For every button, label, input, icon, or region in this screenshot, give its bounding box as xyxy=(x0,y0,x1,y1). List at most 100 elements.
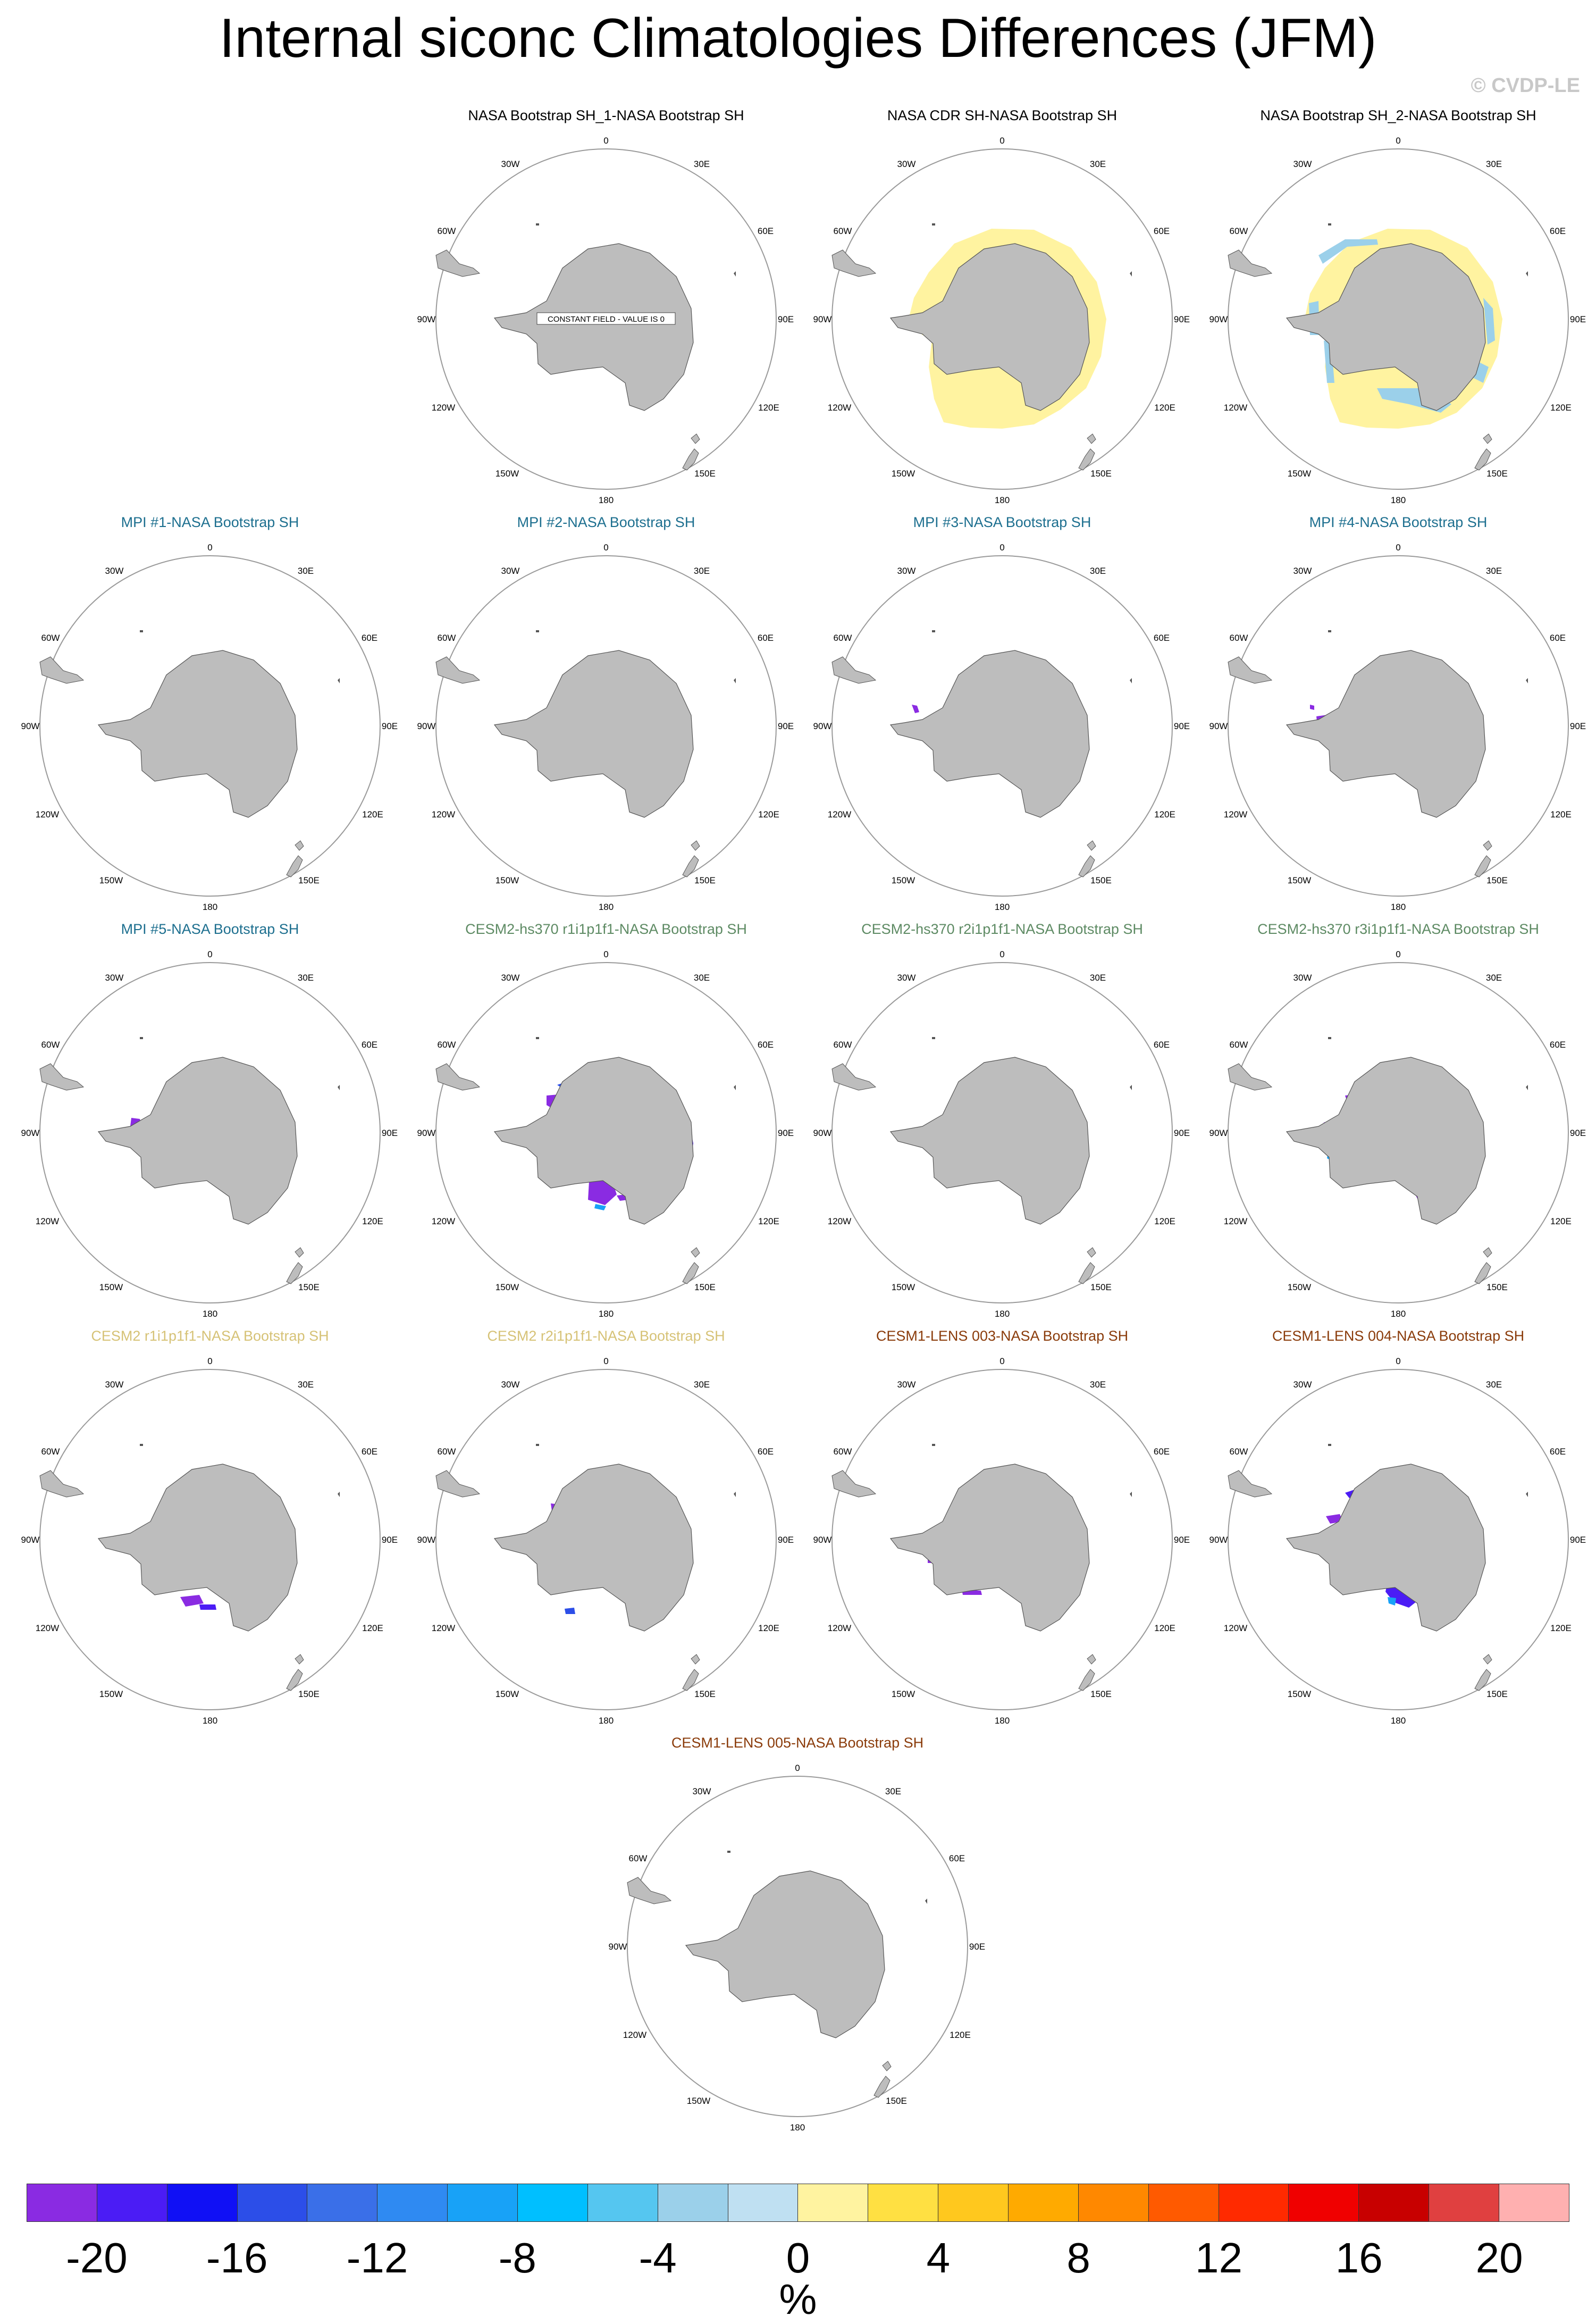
antarctica-land xyxy=(889,1057,1090,1225)
lon-label-90w: 90W xyxy=(21,721,40,731)
lon-label-0: 0 xyxy=(207,1356,212,1366)
lon-label-120e: 120E xyxy=(1550,403,1572,413)
lon-label-60e: 60E xyxy=(1154,633,1170,643)
colorbar-tick-label: -16 xyxy=(206,2234,268,2281)
panel-title: NASA Bootstrap SH_2-NASA Bootstrap SH xyxy=(1260,107,1536,123)
antarctica-continent xyxy=(1286,1057,1486,1225)
lon-label-90e: 90E xyxy=(778,1128,794,1138)
antarctica-continent xyxy=(493,243,694,411)
antarctica-continent xyxy=(685,1870,885,2038)
colorbar-tick-label: 12 xyxy=(1195,2234,1242,2281)
colorbar-swatch xyxy=(1078,2184,1149,2221)
lon-label-30e: 30E xyxy=(298,566,314,576)
map-panel: CESM2 r2i1p1f1-NASA Bootstrap SH 0 180 90W 9… xyxy=(409,1327,803,1731)
colorbar-swatch xyxy=(27,2184,97,2221)
lon-label-150e: 150E xyxy=(694,1282,716,1292)
island xyxy=(932,1037,935,1039)
new-zealand-land xyxy=(1474,855,1491,877)
island xyxy=(734,1492,736,1497)
south-america-land xyxy=(1228,249,1273,277)
lon-label-90w: 90W xyxy=(417,721,436,731)
lon-label-60w: 60W xyxy=(438,1040,456,1050)
colorbar-swatch xyxy=(587,2184,658,2221)
new-zealand-land xyxy=(1474,1262,1491,1284)
lon-label-60w: 60W xyxy=(834,1447,852,1457)
lon-label-60e: 60E xyxy=(1154,226,1170,236)
lon-label-150w: 150W xyxy=(99,1689,123,1699)
panel-title: MPI #3-NASA Bootstrap SH xyxy=(913,514,1091,530)
lon-label-60e: 60E xyxy=(1550,1040,1566,1050)
island xyxy=(734,1085,736,1090)
lon-label-150w: 150W xyxy=(892,875,915,885)
lon-label-90e: 90E xyxy=(1174,1535,1190,1545)
lon-label-90w: 90W xyxy=(21,1128,40,1138)
lon-label-30w: 30W xyxy=(897,566,916,576)
colorbar-tick-label: -20 xyxy=(66,2234,128,2281)
lon-label-60w: 60W xyxy=(629,1853,648,1863)
lon-label-90w: 90W xyxy=(417,1535,436,1545)
constant-field-note: CONSTANT FIELD - VALUE IS 0 xyxy=(548,315,665,324)
island xyxy=(1130,1492,1132,1497)
tasmania-land xyxy=(295,1654,304,1665)
lon-label-30e: 30E xyxy=(694,566,710,576)
map-panel: MPI #3-NASA Bootstrap SH 0 180 90W 90E 30W 30E… xyxy=(805,513,1199,917)
antarctica-land xyxy=(685,1870,885,2038)
island xyxy=(536,1037,539,1039)
antarctica-land xyxy=(889,1464,1090,1632)
lon-label-30w: 30W xyxy=(693,1786,711,1796)
lon-label-150w: 150W xyxy=(687,2096,710,2106)
colorbar-swatch xyxy=(518,2184,588,2221)
colorbar-swatch xyxy=(167,2184,238,2221)
colorbar-swatch xyxy=(97,2184,167,2221)
panel-title: CESM1-LENS 003-NASA Bootstrap SH xyxy=(876,1328,1129,1344)
lon-label-90w: 90W xyxy=(1209,1128,1228,1138)
lon-label-120w: 120W xyxy=(828,1623,851,1633)
lon-label-180: 180 xyxy=(599,495,614,505)
polar-map: 0 180 90W 90E 30W 30E 60W 60E 120W 120E 150W 150E xyxy=(21,542,398,912)
island xyxy=(1130,271,1132,277)
lon-label-150w: 150W xyxy=(99,875,123,885)
panel-title: CESM1-LENS 005-NASA Bootstrap SH xyxy=(671,1735,924,1751)
map-panel: MPI #2-NASA Bootstrap SH 0 180 90W 90E 30W 30E… xyxy=(409,513,803,917)
island xyxy=(1328,630,1331,632)
polar-map: 0 180 90W 90E 30W 30E 60W 60E 120W 120E 150W 150E xyxy=(1209,1356,1586,1726)
lon-label-60w: 60W xyxy=(41,1040,60,1050)
antarctica-continent xyxy=(97,650,298,818)
lon-label-0: 0 xyxy=(1396,542,1400,553)
south-america-land xyxy=(627,1877,672,1904)
lon-label-60w: 60W xyxy=(1230,1447,1248,1457)
lon-label-30w: 30W xyxy=(501,159,520,169)
tasmania-land xyxy=(691,1654,700,1665)
lon-label-90w: 90W xyxy=(1209,314,1228,324)
lon-label-180: 180 xyxy=(599,902,614,912)
lon-label-60e: 60E xyxy=(1154,1447,1170,1457)
lon-label-180: 180 xyxy=(995,902,1010,912)
anomaly-patch xyxy=(1483,298,1495,345)
tasmania-land xyxy=(1483,1654,1492,1665)
island xyxy=(536,630,539,632)
lon-label-30e: 30E xyxy=(694,1380,710,1390)
new-zealand-land xyxy=(1078,1669,1095,1691)
lon-label-30e: 30E xyxy=(1090,566,1106,576)
antarctica-land xyxy=(1286,1057,1486,1225)
south-america-land xyxy=(831,1470,877,1498)
lon-label-150e: 150E xyxy=(298,1689,320,1699)
south-america-land xyxy=(1228,1470,1273,1498)
lon-label-30e: 30E xyxy=(1486,566,1502,576)
lon-label-90e: 90E xyxy=(382,1128,398,1138)
lon-label-150w: 150W xyxy=(1288,1689,1311,1699)
lon-label-120e: 120E xyxy=(362,1216,383,1226)
lon-label-60e: 60E xyxy=(362,633,377,643)
antarctica-continent xyxy=(97,1464,298,1632)
lon-label-30w: 30W xyxy=(1293,973,1312,983)
lon-label-60e: 60E xyxy=(758,1447,774,1457)
lon-label-120e: 120E xyxy=(1154,1216,1175,1226)
panel-title: MPI #2-NASA Bootstrap SH xyxy=(517,514,695,530)
lon-label-0: 0 xyxy=(1396,949,1400,959)
island xyxy=(734,271,736,277)
lon-label-150w: 150W xyxy=(495,1689,519,1699)
south-america-land xyxy=(435,1063,481,1091)
new-zealand-land xyxy=(286,855,303,877)
polar-map: 0 180 90W 90E 30W 30E 60W 60E 120W 120E 150W 150E xyxy=(609,1763,986,2133)
constant-field-box xyxy=(536,312,676,325)
